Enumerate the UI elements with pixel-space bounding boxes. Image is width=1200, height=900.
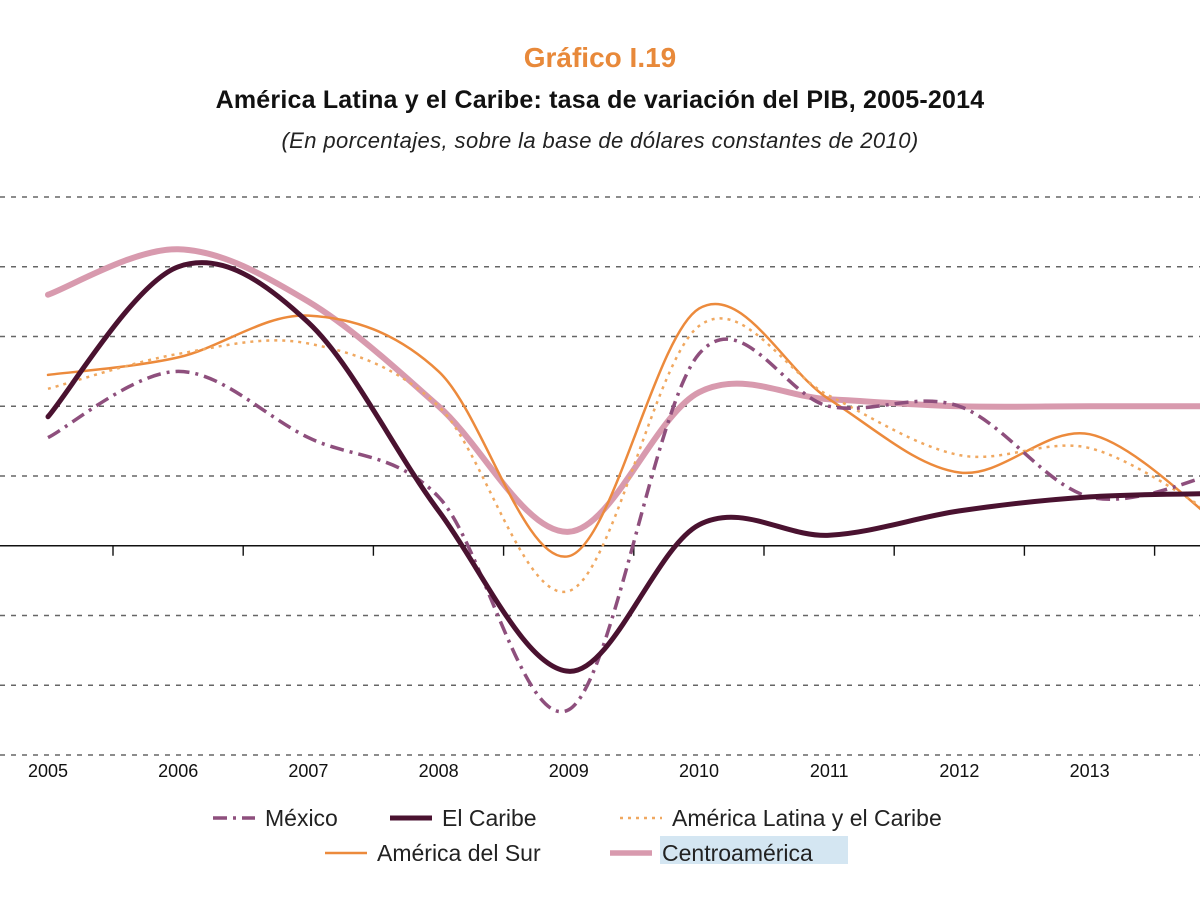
chart-title: América Latina y el Caribe: tasa de vari… [215, 86, 985, 114]
series-line-america-latina-y-el-caribe [47, 317, 1200, 593]
legend: México El Caribe América Latina y el Carib… [213, 805, 942, 866]
series-lines [45, 246, 1200, 714]
series-line-america-del-sur [46, 302, 1200, 558]
x-tick-label: 2005 [28, 761, 68, 781]
x-tick-label: 2010 [679, 761, 719, 781]
x-tick-label: 2013 [1070, 761, 1110, 781]
legend-item-el-caribe: El Caribe [390, 805, 537, 831]
legend-label: El Caribe [442, 805, 537, 831]
legend-item-centroamerica: Centroamérica [610, 836, 848, 866]
series-line-centroamerica [45, 246, 1200, 535]
legend-label: México [265, 805, 338, 831]
chart-kicker: Gráfico I.19 [523, 42, 677, 73]
zero-axis [0, 544, 1200, 556]
x-tick-label: 2009 [549, 761, 589, 781]
legend-item-america-del-sur: América del Sur [325, 840, 541, 866]
legend-label-highlight [660, 836, 848, 864]
legend-label: América del Sur [377, 840, 541, 866]
legend-label: América Latina y el Caribe [672, 805, 942, 831]
grid-lines [0, 196, 1200, 756]
series-line-el-caribe [45, 260, 1200, 674]
x-tick-label: 2007 [288, 761, 328, 781]
legend-label: Centroamérica [662, 840, 813, 866]
x-tick-label: 2011 [810, 761, 849, 781]
x-tick-label: 2006 [158, 761, 198, 781]
legend-item-america-latina-y-el-caribe: América Latina y el Caribe [620, 805, 942, 831]
x-tick-label: 2008 [419, 761, 459, 781]
chart-subtitle: (En porcentajes, sobre la base de dólare… [281, 128, 919, 153]
series-line-mexico [47, 337, 1200, 714]
legend-item-mexico: México [213, 805, 338, 831]
x-tick-label: 2012 [939, 761, 979, 781]
x-axis-ticks: 20052006200720082009201020112012201320 [28, 761, 1110, 781]
